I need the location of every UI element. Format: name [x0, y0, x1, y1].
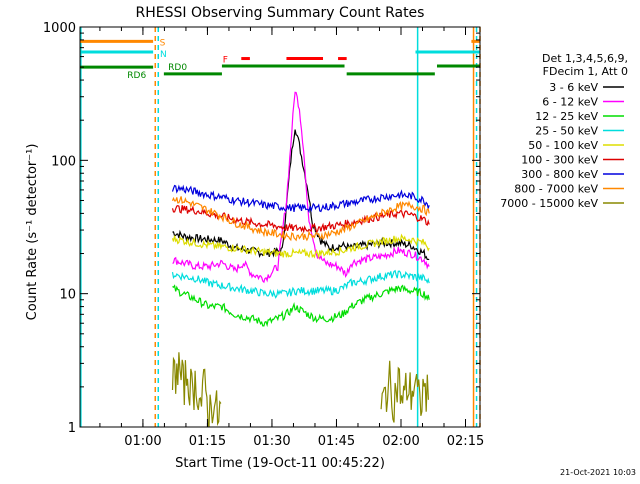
series-line-3 [172, 284, 430, 328]
y-tick-label-1: 1 [68, 421, 76, 436]
legend-label-8: 800 - 7000 keV [514, 183, 598, 196]
series-line-7 [171, 184, 430, 214]
plot-area: SN F RD0 RD6 [80, 27, 481, 428]
legend-header-2: FDecim 1, Att 0 [543, 65, 628, 78]
x-tick-label-01:15: 01:15 [189, 434, 226, 449]
flag-label-rd6: RD6 [127, 71, 146, 81]
legend-label-3: 12 - 25 keV [535, 110, 598, 123]
legend: Det 1,3,4,5,6,9,FDecim 1, Att 0 3 - 6 keV… [500, 52, 628, 210]
footer-timestamp: 21-Oct-2021 10:03 [560, 468, 636, 477]
series-line-8 [171, 196, 430, 242]
y-tick-label-100: 100 [51, 154, 76, 169]
flag-label-s: S [160, 38, 166, 48]
plot-frame [79, 26, 481, 428]
y-tick-label-1000: 1000 [43, 21, 76, 36]
chart-title: RHESSI Observing Summary Count Rates [136, 5, 425, 21]
legend-label-6: 100 - 300 keV [521, 154, 598, 167]
series-line-2 [172, 91, 430, 284]
flag-label-rd0: RD0 [168, 63, 187, 73]
x-tick-label-01:30: 01:30 [253, 434, 290, 449]
x-tick-label-01:45: 01:45 [318, 434, 355, 449]
flag-label-f: F [223, 56, 228, 66]
legend-label-4: 25 - 50 keV [535, 125, 598, 138]
series-line-5 [171, 233, 430, 260]
legend-label-1: 3 - 6 keV [549, 81, 598, 94]
legend-header-1: Det 1,3,4,5,6,9, [542, 52, 628, 65]
series-line-4 [171, 269, 430, 299]
legend-label-2: 6 - 12 keV [542, 96, 598, 109]
x-tick-label-02:15: 02:15 [447, 434, 484, 449]
axes: 1 10 100 1000 01:00 01:15 01:30 01:45 02:00 02:15 [43, 21, 484, 449]
series-line-1 [172, 129, 430, 261]
legend-label-5: 50 - 100 keV [528, 139, 598, 152]
y-tick-label-10: 10 [59, 288, 76, 303]
y-axis-label: Count Rate (s⁻¹ detector⁻¹) [25, 144, 40, 321]
legend-label-9: 7000 - 15000 keV [500, 197, 598, 210]
legend-label-7: 300 - 800 keV [521, 168, 598, 181]
x-tick-label-01:00: 01:00 [124, 434, 161, 449]
x-axis-label: Start Time (19-Oct-11 00:45:22) [175, 456, 385, 471]
series-line-9 [171, 352, 429, 428]
x-tick-label-02:00: 02:00 [382, 434, 419, 449]
flag-label-n: N [160, 50, 167, 60]
